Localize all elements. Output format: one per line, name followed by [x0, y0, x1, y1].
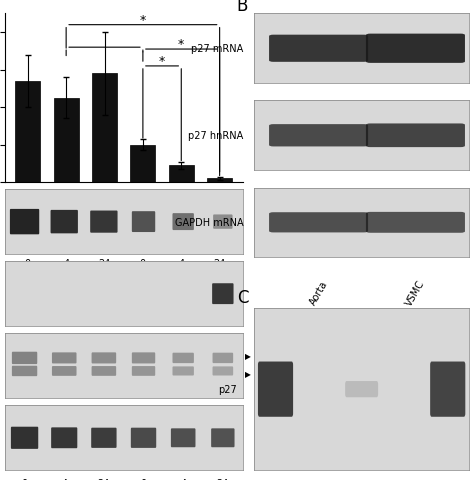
FancyBboxPatch shape: [12, 366, 37, 376]
Text: 4: 4: [63, 259, 69, 268]
Text: Intact Aorta: Intact Aorta: [37, 314, 95, 324]
Text: 24: 24: [217, 478, 229, 480]
Text: p27 mRNA: p27 mRNA: [191, 44, 243, 54]
FancyBboxPatch shape: [91, 428, 117, 448]
FancyBboxPatch shape: [10, 209, 39, 235]
Text: *: *: [140, 14, 146, 27]
Text: ▶ Hypo-P: ▶ Hypo-P: [245, 369, 280, 378]
FancyBboxPatch shape: [345, 381, 378, 397]
FancyBboxPatch shape: [269, 36, 368, 63]
FancyBboxPatch shape: [213, 215, 233, 229]
FancyBboxPatch shape: [366, 124, 465, 148]
FancyBboxPatch shape: [212, 284, 234, 304]
Text: Aorta: Aorta: [308, 278, 329, 306]
FancyBboxPatch shape: [258, 362, 293, 417]
Text: p27 hnRNA: p27 hnRNA: [188, 131, 243, 141]
FancyBboxPatch shape: [366, 35, 465, 64]
Text: 0: 0: [21, 478, 27, 480]
FancyBboxPatch shape: [173, 367, 194, 376]
FancyBboxPatch shape: [51, 428, 77, 448]
FancyBboxPatch shape: [91, 366, 116, 376]
FancyBboxPatch shape: [366, 213, 465, 233]
Text: 4: 4: [180, 478, 186, 480]
Text: 24: 24: [213, 259, 226, 268]
FancyBboxPatch shape: [269, 125, 368, 147]
Bar: [15, 82, 40, 183]
FancyBboxPatch shape: [171, 429, 195, 447]
Text: VSMC: VSMC: [404, 278, 427, 308]
FancyBboxPatch shape: [211, 429, 235, 447]
Text: 4: 4: [178, 259, 184, 268]
Text: *: *: [178, 38, 184, 51]
Text: 0: 0: [140, 259, 146, 268]
Text: C: C: [237, 289, 248, 307]
Text: *: *: [159, 55, 165, 68]
FancyBboxPatch shape: [132, 212, 155, 232]
Text: Isolated SMCs: Isolated SMCs: [147, 314, 215, 324]
FancyBboxPatch shape: [173, 353, 194, 363]
FancyBboxPatch shape: [430, 362, 465, 417]
FancyBboxPatch shape: [132, 353, 155, 364]
Bar: [169, 166, 194, 183]
Text: 0: 0: [140, 478, 146, 480]
FancyBboxPatch shape: [52, 353, 76, 364]
Bar: [54, 98, 79, 183]
FancyBboxPatch shape: [132, 366, 155, 376]
FancyBboxPatch shape: [212, 367, 233, 376]
FancyBboxPatch shape: [131, 428, 156, 448]
FancyBboxPatch shape: [212, 353, 233, 363]
Bar: [207, 179, 232, 183]
FancyBboxPatch shape: [12, 352, 37, 364]
Text: GAPDH mRNA: GAPDH mRNA: [174, 218, 243, 228]
Text: ▶ Hyper-P: ▶ Hyper-P: [245, 352, 283, 360]
Text: p27: p27: [218, 384, 237, 395]
Bar: [92, 74, 117, 183]
Bar: [130, 145, 155, 183]
Text: 24: 24: [98, 478, 110, 480]
Text: B: B: [237, 0, 248, 15]
FancyBboxPatch shape: [269, 213, 368, 233]
FancyBboxPatch shape: [173, 214, 194, 230]
Text: 0: 0: [25, 259, 31, 268]
FancyBboxPatch shape: [52, 366, 76, 376]
Text: 24: 24: [98, 259, 111, 268]
FancyBboxPatch shape: [51, 210, 78, 234]
FancyBboxPatch shape: [11, 427, 38, 449]
Text: 4: 4: [61, 478, 67, 480]
FancyBboxPatch shape: [91, 353, 116, 364]
FancyBboxPatch shape: [90, 211, 118, 233]
